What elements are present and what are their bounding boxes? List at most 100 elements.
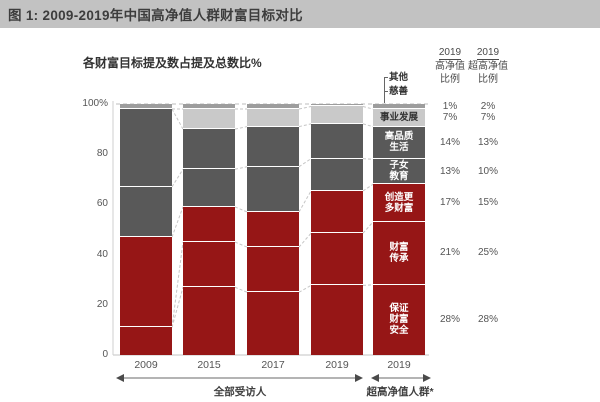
segment-label-创造更多财富: 创造更 多财富: [384, 191, 414, 214]
chart-line: [362, 284, 374, 286]
chart-line: [298, 123, 312, 128]
chart-line: [298, 158, 312, 168]
table-header-line: 2019: [438, 47, 462, 60]
arrow-left-head: [116, 374, 124, 382]
bar-segment-慈善/其他: [120, 104, 172, 110]
bar-segment-慈善/其他: [247, 104, 299, 110]
bar-segment-保证财富安全: [183, 287, 235, 355]
chart-line: [234, 286, 248, 293]
x-tick-label: 2009: [134, 359, 158, 371]
y-tick-label: 100%: [82, 98, 108, 109]
chart-line: [362, 106, 374, 110]
y-tick-label: 0: [102, 349, 108, 360]
bar-segment-创造更多财富: [311, 190, 363, 234]
bar-segment-财富传承: [247, 247, 299, 293]
bar-segment-子女教育: [120, 186, 172, 238]
segment-label-保证财富安全: 保证 财富 安全: [389, 303, 409, 337]
x-tick-label: 2015: [197, 359, 221, 371]
bar-segment-财富传承: 财富 传承: [373, 221, 425, 285]
chart-line: [171, 206, 184, 238]
annotation-bracket-stem: [384, 77, 385, 103]
chart-line: [298, 232, 312, 248]
bar-segment-创造更多财富: 创造更 多财富: [373, 184, 425, 222]
y-tick-label: 40: [96, 248, 108, 260]
bar-segment-保证财富安全: [120, 327, 172, 355]
bar-segment-财富传承: [183, 242, 235, 288]
chart-line: [171, 287, 184, 328]
bar-segment-事业发展: [311, 106, 363, 124]
bar-segment-保证财富安全: [247, 292, 299, 355]
bar-segment-财富传承: [311, 233, 363, 286]
table-header-line: 2019: [476, 47, 500, 60]
segment-label-事业发展: 事业发展: [379, 111, 418, 123]
table-header-col2_header: 2019 超高净值比例: [462, 46, 514, 86]
bar-segment-创造更多财富: [120, 237, 172, 328]
y-tick-label: 60: [96, 198, 108, 210]
chart-line: [234, 241, 248, 248]
bar-segment-子女教育: [247, 166, 299, 212]
bar-segment-子女教育: [183, 169, 235, 207]
annotation-charity: 慈善: [389, 86, 409, 97]
bar-segment-创造更多财富: [183, 206, 235, 243]
bar-segment-慈善/其他: [311, 104, 363, 107]
chart-line: [362, 221, 374, 234]
table-header-line: 超高净值: [468, 61, 508, 72]
bar-segment-事业发展: [247, 109, 299, 127]
arrow-right-head: [355, 374, 363, 382]
table-value-hnw: 13%: [439, 165, 460, 177]
bar-segment-保证财富安全: 保证 财富 安全: [373, 284, 425, 355]
table-value-uhnw: 2%: [480, 100, 496, 112]
chart-line: [362, 158, 374, 160]
table-header-col1_header: 2019 高净值比例: [424, 46, 476, 86]
table-value-hnw: 28%: [439, 313, 460, 325]
group-label-uhnw: 超高净值人群*: [366, 386, 434, 398]
chart-line: [298, 105, 312, 110]
bar-segment-高品质生活: [183, 129, 235, 170]
chart-subtitle: 各财富目标提及数占提及总数比%: [83, 56, 262, 70]
bar-segment-保证财富安全: [311, 285, 363, 355]
figure-title-bar: 图 1: 2009-2019年中国高净值人群财富目标对比: [0, 0, 600, 28]
x-tick-label: 2019: [325, 359, 349, 371]
bar-segment-子女教育: [311, 158, 363, 191]
bar-segment-高品质生活: [120, 109, 172, 187]
table-value-hnw: 14%: [439, 136, 460, 148]
segment-label-财富传承: 财富 传承: [389, 241, 409, 264]
chart-line: [234, 206, 248, 213]
segment-label-子女教育: 子女 教育: [389, 160, 409, 183]
table-header-line: 比例: [440, 74, 460, 85]
bar-segment-事业发展: [183, 109, 235, 130]
bar-segment-高品质生活: [247, 126, 299, 167]
chart-line: [298, 190, 312, 213]
table-value-hnw: 21%: [439, 247, 460, 259]
annotation-bracket-arm: [384, 91, 388, 92]
group-label-all-respondents: 全部受访人: [213, 386, 267, 398]
bar-segment-创造更多财富: [247, 211, 299, 248]
bar-segment-慈善/其他: [183, 104, 235, 110]
table-value-uhnw: 15%: [477, 197, 498, 209]
chart-line: [362, 183, 374, 192]
table-value-uhnw: 10%: [477, 165, 498, 177]
table-header-line: 比例: [478, 74, 498, 85]
bar-segment-慈善/其他: [373, 104, 425, 110]
chart-line: [171, 108, 184, 130]
table-value-hnw: 17%: [439, 197, 460, 209]
chart-line: [234, 166, 248, 170]
table-value-hnw: 7%: [442, 111, 458, 123]
table-value-uhnw: 28%: [477, 313, 498, 325]
arrow-left-head: [371, 374, 379, 382]
bar-segment-高品质生活: 高品质 生活: [373, 126, 425, 160]
chart-line: [234, 126, 248, 130]
table-value-hnw: 1%: [442, 100, 458, 112]
annotation-bracket-arm: [384, 77, 388, 78]
chart-line: [362, 123, 374, 128]
x-tick-label: 2019: [387, 359, 411, 371]
table-header-line: 高净值: [435, 61, 465, 72]
chart-line: [171, 241, 184, 328]
annotation-other: 其他: [389, 72, 409, 83]
table-value-uhnw: 7%: [480, 111, 496, 123]
chart-line: [298, 284, 312, 293]
table-value-uhnw: 25%: [477, 247, 498, 259]
figure-title: 图 1: 2009-2019年中国高净值人群财富目标对比: [8, 8, 303, 23]
y-tick-label: 20: [96, 298, 108, 310]
